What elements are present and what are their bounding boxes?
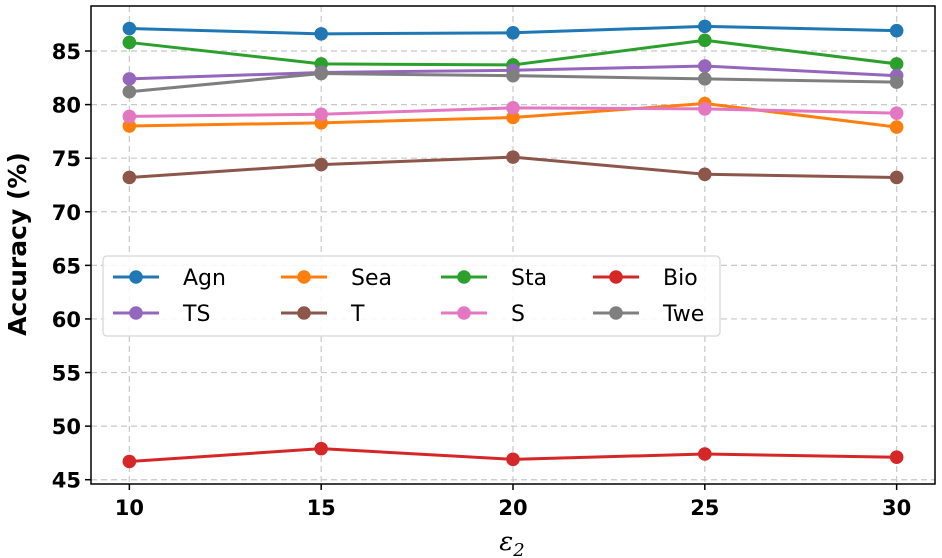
data-point [314, 107, 328, 122]
data-point [314, 66, 328, 81]
data-point [122, 119, 137, 133]
y-tick-label: 60 [52, 308, 81, 332]
data-point [506, 110, 520, 125]
y-tick-label: 55 [52, 362, 81, 386]
y-tick-label: 75 [52, 147, 81, 171]
data-point [506, 452, 520, 467]
data-point [889, 75, 904, 89]
y-tick-label: 80 [52, 94, 81, 118]
data-point [122, 35, 137, 50]
legend-entry-sea: Sea [281, 266, 392, 291]
y-tick-label: 70 [52, 201, 81, 225]
data-point [122, 21, 137, 36]
series-t [122, 150, 904, 185]
data-point [698, 72, 712, 86]
legend-entry-bio: Bio [593, 266, 698, 291]
legend-label: TS [182, 302, 210, 327]
legend-label: Agn [183, 266, 226, 291]
legend-box [102, 255, 721, 337]
series-lines [122, 19, 904, 469]
y-tick-label: 50 [52, 415, 81, 439]
data-point [314, 27, 328, 41]
data-point [889, 23, 904, 38]
data-point [122, 84, 137, 99]
data-point [506, 25, 520, 40]
data-point [889, 106, 904, 120]
series-agn [122, 19, 904, 41]
series-bio [122, 441, 904, 469]
legend-entry-agn: Agn [113, 266, 226, 291]
data-point [698, 447, 712, 461]
plot-frame [90, 5, 936, 485]
axes [85, 5, 936, 490]
legend-marker [609, 306, 623, 320]
legend-marker [609, 270, 623, 284]
data-point [314, 441, 328, 456]
legend-label: Twe [662, 302, 704, 327]
data-point [122, 454, 137, 469]
legend-marker [129, 306, 143, 320]
data-point [698, 167, 712, 182]
legend-entry-twe: Twe [593, 302, 704, 327]
x-tick-label: 20 [498, 496, 527, 520]
legend-label: S [511, 302, 525, 327]
legend-entry-sta: Sta [441, 266, 547, 291]
data-point [889, 170, 904, 185]
data-point [506, 68, 520, 83]
legend-marker [129, 270, 143, 284]
legend-marker [297, 306, 311, 320]
y-tick-label: 85 [52, 40, 81, 64]
y-tick-labels: 45 50 55 60 65 70 75 80 85 [52, 40, 81, 493]
data-point [698, 33, 712, 48]
x-tick-label: 30 [882, 496, 911, 520]
series-s [122, 101, 904, 124]
data-point [122, 72, 137, 86]
data-point [506, 101, 520, 115]
x-tick-labels: 10 15 20 25 30 [115, 496, 912, 520]
x-axis-label-subscript: 2 [512, 540, 524, 558]
data-point [698, 59, 712, 73]
legend-marker [457, 270, 471, 284]
legend-label: Bio [663, 266, 698, 291]
legend-entry-ts: TS [113, 302, 210, 327]
x-axis-label: ε2 [499, 527, 524, 558]
x-tick-label: 10 [115, 496, 144, 520]
data-point [889, 57, 904, 71]
legend-label: Sta [511, 266, 547, 291]
x-axis-label-main: ε [499, 527, 513, 557]
data-point [122, 170, 137, 185]
legend-entry-s: S [441, 302, 525, 327]
y-tick-label: 65 [52, 254, 81, 278]
data-point [122, 109, 137, 124]
legend-entry-t: T [281, 302, 365, 327]
data-point [889, 120, 904, 134]
legend-label: Sea [351, 266, 392, 291]
data-point [314, 157, 328, 172]
x-tick-label: 25 [690, 496, 719, 520]
data-point [506, 150, 520, 164]
series-twe [122, 66, 904, 99]
x-tick-label: 15 [307, 496, 336, 520]
y-axis-label: Accuracy (%) [3, 152, 32, 336]
data-point [889, 450, 904, 465]
legend-marker [457, 306, 471, 320]
legend-label: T [350, 302, 365, 327]
data-point [698, 19, 712, 34]
legend-marker [297, 270, 311, 284]
data-point [698, 102, 712, 116]
y-tick-label: 45 [52, 469, 81, 493]
